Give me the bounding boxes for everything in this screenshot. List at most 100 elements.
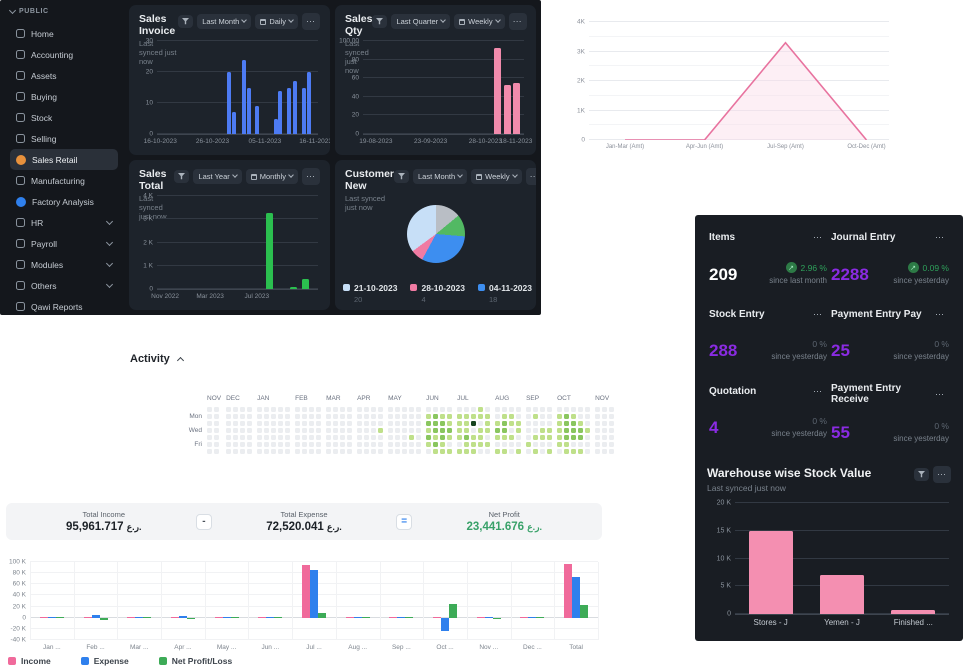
- heatmap-cell: [526, 435, 532, 440]
- heatmap-cell: [207, 442, 212, 447]
- more-options-button[interactable]: ⋯: [809, 383, 827, 400]
- range-filter-button[interactable]: Last Year: [193, 169, 242, 184]
- more-options-button[interactable]: ⋯: [931, 229, 949, 246]
- heatmap-cell: [295, 428, 301, 433]
- heatmap-cell: [447, 435, 453, 440]
- sidebar-item-label: HR: [31, 217, 44, 228]
- sales-retail-icon: [16, 154, 26, 165]
- sidebar-section-public[interactable]: PUBLIC: [8, 6, 118, 15]
- frequency-filter-button[interactable]: Monthly: [245, 169, 298, 184]
- minus-operator: -: [195, 513, 212, 530]
- more-options-button[interactable]: ⋯: [809, 306, 827, 323]
- y-axis-tick-label: 0: [727, 610, 731, 618]
- heatmap-month-nov: NOV: [595, 395, 615, 454]
- heatmap-cell: [264, 449, 270, 454]
- sidebar-item-hr[interactable]: HR: [10, 212, 118, 233]
- filter-button[interactable]: [372, 15, 388, 28]
- stock-icon: [16, 113, 25, 122]
- range-filter-button[interactable]: Last Month: [197, 14, 252, 29]
- filter-button[interactable]: [174, 170, 190, 183]
- heatmap-cell: [395, 435, 401, 440]
- sidebar-item-payroll[interactable]: Payroll: [10, 233, 118, 254]
- heatmap-cell: [371, 435, 377, 440]
- heatmap-cell: [433, 421, 439, 426]
- ellipsis-icon: ⋯: [935, 232, 945, 242]
- bar: [891, 609, 936, 614]
- number-card-value: 209: [709, 265, 738, 284]
- more-options-button[interactable]: ⋯: [302, 13, 320, 30]
- sidebar-item-home[interactable]: Home: [10, 23, 118, 44]
- heatmap-cell: [485, 435, 491, 440]
- filter-button[interactable]: [394, 170, 410, 183]
- sidebar-item-qawi-reports[interactable]: Qawi Reports: [10, 296, 118, 317]
- heatmap-cell: [226, 414, 232, 419]
- total-expense-value: 72,520.041 ر.ع.: [266, 521, 342, 533]
- y-axis-tick-label: -20 K: [10, 625, 26, 633]
- heatmap-cell: [214, 435, 219, 440]
- heatmap-cell: [426, 428, 432, 433]
- heatmap-cell: [502, 442, 508, 447]
- more-options-button[interactable]: ⋯: [931, 386, 949, 403]
- heatmap-cell: [478, 449, 484, 454]
- range-filter-button[interactable]: Last Month: [413, 169, 468, 184]
- chevron-down-icon: [231, 172, 238, 178]
- heatmap-cell: [464, 428, 470, 433]
- sidebar-item-manufacturing[interactable]: Manufacturing: [10, 170, 118, 191]
- heatmap-cell: [495, 414, 501, 419]
- heatmap-cell: [595, 407, 601, 412]
- bar: [820, 575, 864, 614]
- sidebar-item-sales-retail[interactable]: Sales Retail: [10, 149, 118, 170]
- week-column: [402, 407, 408, 454]
- heatmap-cell: [447, 449, 453, 454]
- day-label: [182, 435, 202, 440]
- heatmap-cell: [416, 407, 422, 412]
- heatmap-cell: [402, 407, 408, 412]
- heatmap-cell: [571, 414, 577, 419]
- funnel-icon: [918, 471, 925, 478]
- week-column: [247, 407, 253, 454]
- heatmap-cell: [271, 428, 277, 433]
- more-options-button[interactable]: ⋯: [302, 168, 320, 185]
- more-options-button[interactable]: ⋯: [931, 306, 949, 323]
- range-filter-label: Last Month: [202, 17, 240, 26]
- number-card-body: 25 0 % since yesterday: [831, 339, 949, 361]
- sidebar-item-factory-analysis[interactable]: Factory Analysis: [10, 191, 118, 212]
- gridline-minor: [589, 65, 889, 67]
- chevron-up-icon[interactable]: [176, 356, 184, 365]
- sidebar-item-accounting[interactable]: Accounting: [10, 44, 118, 65]
- heatmap-cell: [264, 414, 270, 419]
- sidebar-item-others[interactable]: Others: [10, 275, 118, 296]
- month-label: JUL: [457, 395, 469, 402]
- heatmap-cell: [271, 421, 277, 426]
- frequency-filter-button[interactable]: Weekly: [471, 169, 522, 184]
- sidebar-item-assets[interactable]: Assets: [10, 65, 118, 86]
- heatmap-cell: [257, 421, 263, 426]
- chart-card-titles: Sales Qty Last synced just now: [345, 13, 372, 75]
- filter-button[interactable]: [178, 15, 194, 28]
- heatmap-cell: [247, 407, 253, 412]
- pie-legend: 21-10-2023 20 28-10-2023 4 04-11-2023 18: [343, 283, 532, 304]
- heatmap-cell: [347, 407, 353, 412]
- week-column: [316, 407, 322, 454]
- heatmap-cell: [233, 442, 239, 447]
- range-filter-button[interactable]: Last Quarter: [391, 14, 451, 29]
- sidebar-item-buying[interactable]: Buying: [10, 86, 118, 107]
- sidebar-item-selling[interactable]: Selling: [10, 128, 118, 149]
- heatmap-cell: [509, 428, 515, 433]
- heatmap-cell: [395, 421, 401, 426]
- sidebar-item-stock[interactable]: Stock: [10, 107, 118, 128]
- more-options-button[interactable]: ⋯: [809, 229, 827, 246]
- frequency-filter-button[interactable]: Weekly: [454, 14, 505, 29]
- bar: [748, 530, 793, 614]
- frequency-filter-button[interactable]: Daily: [255, 14, 298, 29]
- heatmap-cell: [564, 421, 570, 426]
- heatmap-cell: [495, 449, 501, 454]
- heatmap-cell: [347, 414, 353, 419]
- heatmap-cell: [395, 428, 401, 433]
- warehouse-more-options-button[interactable]: ⋯: [933, 466, 951, 483]
- warehouse-filter-button[interactable]: [914, 468, 929, 481]
- heatmap-cell: [595, 414, 601, 419]
- more-options-button[interactable]: ⋯: [508, 13, 527, 30]
- more-options-button[interactable]: ⋯: [525, 168, 536, 185]
- sidebar-item-modules[interactable]: Modules: [10, 254, 118, 275]
